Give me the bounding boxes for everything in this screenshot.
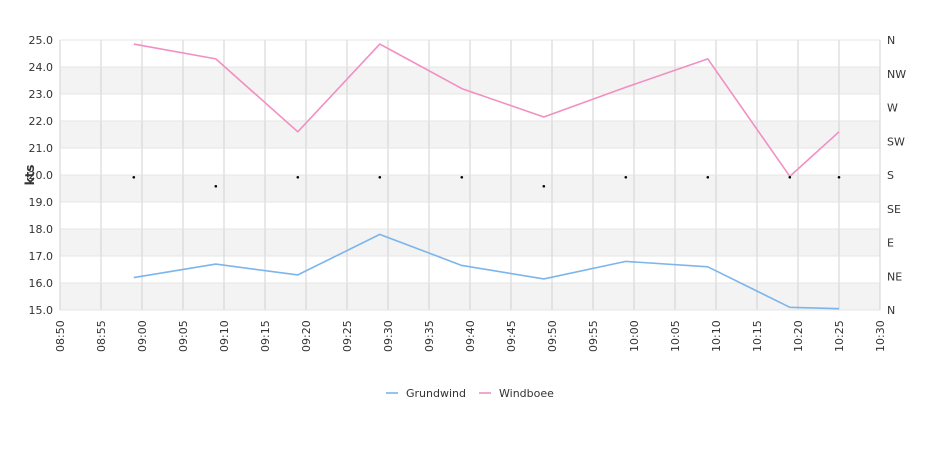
direction-point <box>837 175 841 179</box>
y-tick-label: 15.0 <box>29 304 54 317</box>
x-tick-label: 10:25 <box>833 320 846 352</box>
x-tick-label: 10:00 <box>628 320 641 352</box>
y-tick-label: 19.0 <box>29 196 54 209</box>
series-lines <box>133 43 840 310</box>
direction-point <box>788 175 792 179</box>
right-axis-label: N <box>887 34 895 47</box>
y-tick-label: 20.0 <box>29 169 54 182</box>
right-axis-label: NE <box>887 270 902 283</box>
y-tick-label: 18.0 <box>29 223 54 236</box>
legend: Grundwind Windboee <box>386 387 554 400</box>
direction-point <box>378 175 382 179</box>
y-tick-label: 17.0 <box>29 250 54 263</box>
x-tick-label: 08:50 <box>54 320 67 352</box>
x-tick-label: 09:30 <box>382 320 395 352</box>
right-axis-direction-labels: N NE E SE S SW W NW N <box>887 34 906 317</box>
x-tick-label: 09:10 <box>218 320 231 352</box>
right-axis-label: N <box>887 304 895 317</box>
x-tick-label: 09:35 <box>423 320 436 352</box>
legend-label-windboee: Windboee <box>499 387 554 400</box>
legend-label-grundwind: Grundwind <box>406 387 466 400</box>
right-axis-label: SW <box>887 135 905 148</box>
direction-point <box>132 175 136 179</box>
x-tick-label: 09:05 <box>177 320 190 352</box>
y-tick-label: 21.0 <box>29 142 54 155</box>
x-tick-label: 09:50 <box>546 320 559 352</box>
y-tick-label: 23.0 <box>29 88 54 101</box>
x-tick-label: 10:05 <box>669 320 682 352</box>
y-tick-label: 25.0 <box>29 34 54 47</box>
y-tick-label: 22.0 <box>29 115 54 128</box>
right-axis-label: SE <box>887 203 901 216</box>
x-tick-label: 10:30 <box>874 320 887 352</box>
x-tick-label: 09:45 <box>505 320 518 352</box>
direction-point <box>460 175 464 179</box>
right-axis-label: S <box>887 169 894 182</box>
right-axis-label: E <box>887 237 894 250</box>
x-tick-label: 09:15 <box>259 320 272 352</box>
direction-point <box>624 175 628 179</box>
direction-markers <box>132 175 841 188</box>
x-tick-label: 09:55 <box>587 320 600 352</box>
x-tick-label: 09:20 <box>300 320 313 352</box>
direction-point <box>214 184 218 188</box>
y-axis-tick-labels: 15.0 16.0 17.0 18.0 19.0 20.0 21.0 22.0 23.0 24.0… <box>29 34 54 317</box>
x-tick-label: 10:10 <box>710 320 723 352</box>
direction-point <box>542 184 546 188</box>
y-tick-label: 24.0 <box>29 61 54 74</box>
direction-point <box>706 175 710 179</box>
y-tick-label: 16.0 <box>29 277 54 290</box>
right-axis-label: W <box>887 102 898 115</box>
right-axis-label: NW <box>887 68 906 81</box>
direction-point <box>296 175 300 179</box>
x-tick-label: 10:15 <box>751 320 764 352</box>
x-axis-tick-labels: 08:50 08:55 09:00 09:05 09:10 09:15 09:20 09:25… <box>54 320 887 352</box>
horizontal-gridlines <box>60 39 880 311</box>
x-tick-label: 10:20 <box>792 320 805 352</box>
y-axis-title: kts <box>23 165 37 186</box>
x-tick-label: 08:55 <box>95 320 108 352</box>
x-tick-label: 09:00 <box>136 320 149 352</box>
x-tick-label: 09:40 <box>464 320 477 352</box>
series-line-windboee <box>133 43 840 178</box>
series-line-grundwind <box>133 233 840 310</box>
x-tick-label: 09:25 <box>341 320 354 352</box>
